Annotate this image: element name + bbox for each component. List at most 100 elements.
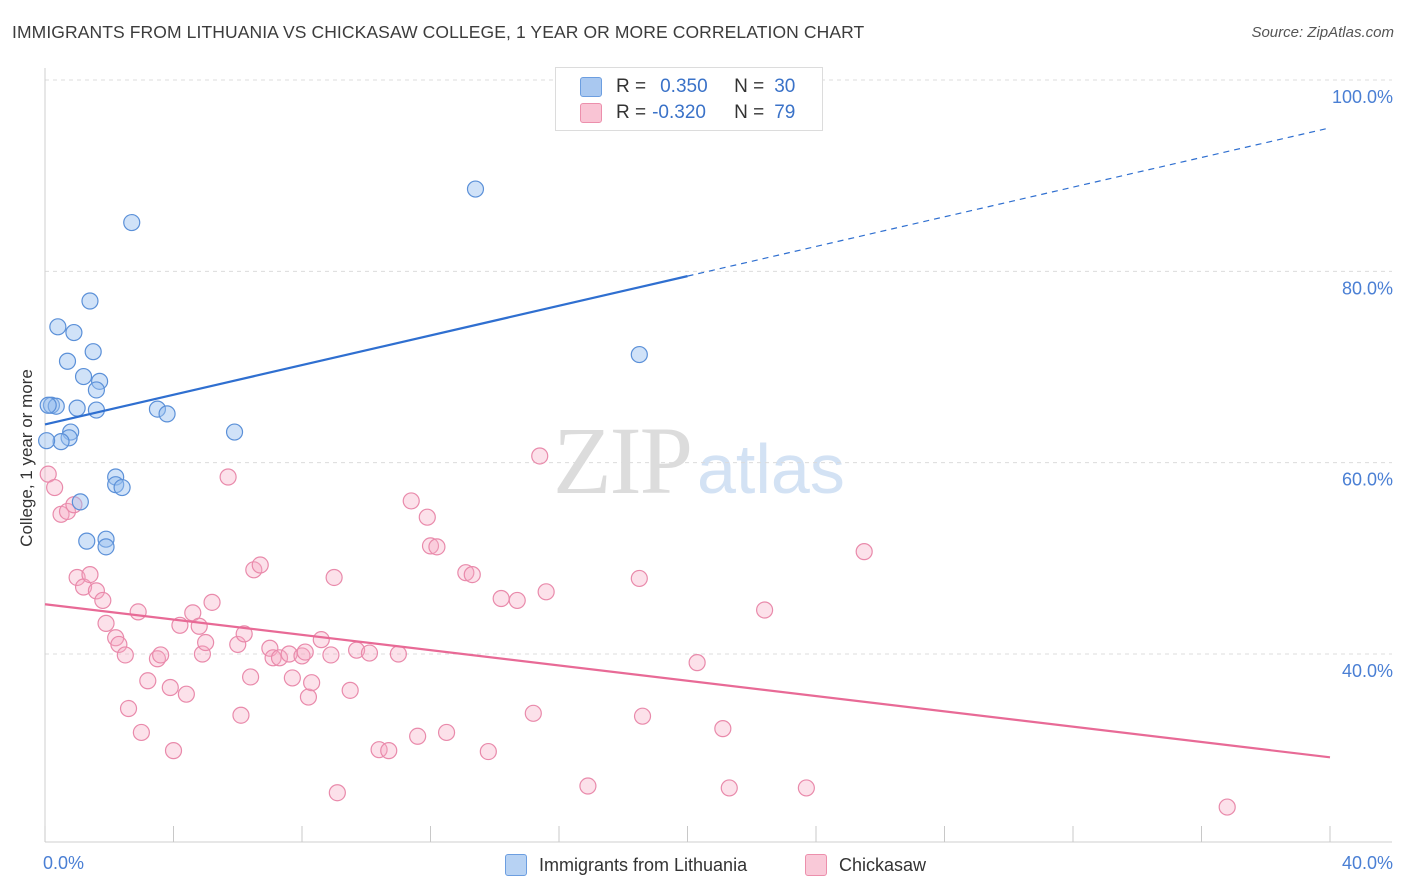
chickasaw-point <box>296 643 314 661</box>
lithuania-point <box>49 318 67 336</box>
chickasaw-point <box>380 742 398 760</box>
chickasaw-point <box>197 633 215 652</box>
chickasaw-point <box>251 556 269 574</box>
chickasaw-point <box>270 649 289 667</box>
chickasaw-point <box>161 678 179 697</box>
legend-row-chickasaw: R = -0.320 N = 79 <box>580 101 795 125</box>
chickasaw-point <box>531 447 549 465</box>
chickasaw-point <box>81 565 99 584</box>
chickasaw-point <box>116 646 134 664</box>
chickasaw-point <box>325 568 343 587</box>
chickasaw-point <box>94 591 112 610</box>
lithuania-point <box>78 532 96 550</box>
lithuania-point <box>630 345 648 364</box>
chickasaw-point <box>68 568 86 587</box>
y-tick-label: 80.0% <box>1342 278 1393 298</box>
legend-r-value: 0.350 <box>660 76 708 97</box>
chickasaw-point <box>720 779 738 797</box>
bottom-legend-label: Chickasaw <box>839 854 927 875</box>
lithuania-point <box>52 433 70 451</box>
x-tick-label: 40.0% <box>1342 853 1393 873</box>
y-tick-label: 60.0% <box>1342 470 1393 490</box>
chickasaw-point <box>177 685 195 703</box>
chickasaw-point <box>428 538 446 556</box>
chickasaw-point <box>714 720 732 738</box>
chickasaw-point <box>87 582 106 600</box>
legend-r-label: R = <box>616 76 647 97</box>
chickasaw-point <box>479 742 497 761</box>
chickasaw-point <box>389 645 407 663</box>
tick-label-layer: 40.0% 60.0% 80.0% 100.0% 0.0% 40.0% <box>43 87 1393 873</box>
chickasaw-point <box>688 654 706 672</box>
chickasaw-trend-line <box>44 603 1331 759</box>
legend-n-label: N = <box>734 76 765 97</box>
chickasaw-point <box>579 777 597 795</box>
chickasaw-point <box>299 688 318 706</box>
lithuania-point <box>58 352 77 370</box>
chickasaw-point <box>229 635 247 654</box>
legend-r-label: R = <box>616 102 647 123</box>
lithuania-point <box>38 432 56 450</box>
bottom-legend-chickasaw: Chickasaw <box>805 852 926 878</box>
chickasaw-point <box>219 468 237 486</box>
lithuania-point <box>39 396 57 414</box>
chickasaw-point <box>129 603 147 621</box>
chickasaw-point <box>139 672 157 690</box>
chickasaw-point <box>132 723 150 742</box>
chickasaw-point <box>418 508 436 526</box>
chickasaw-point <box>437 723 456 742</box>
legend-swatch-pink <box>580 103 602 123</box>
chickasaw-point <box>164 742 183 760</box>
lithuania-point <box>123 213 141 232</box>
chickasaw-point <box>322 646 340 664</box>
chickasaw-point <box>119 699 138 718</box>
chickasaw-point <box>46 478 64 497</box>
chickasaw-point <box>855 543 873 561</box>
bottom-legend-swatch-pink <box>805 854 827 876</box>
lithuania-point <box>87 381 106 399</box>
chickasaw-point <box>409 727 427 745</box>
trend-line-layer <box>44 127 1331 759</box>
chickasaw-point <box>797 779 815 797</box>
y-tick-label: 100.0% <box>1332 87 1393 107</box>
lithuania-point <box>84 343 102 361</box>
lithuania-trend-line-dashed <box>687 127 1331 277</box>
chickasaw-point <box>755 601 774 619</box>
chickasaw-point <box>242 668 260 686</box>
chickasaw-point <box>360 644 379 662</box>
chickasaw-point <box>633 707 652 725</box>
lithuania-point <box>113 478 131 497</box>
legend-n-value: 30 <box>774 76 796 97</box>
y-tick-label: 40.0% <box>1342 661 1393 681</box>
lithuania-point <box>466 180 485 198</box>
chickasaw-point <box>630 569 648 588</box>
chickasaw-point <box>110 635 128 654</box>
lithuania-point <box>87 401 106 419</box>
lithuania-point <box>74 367 93 386</box>
chickasaw-point <box>283 669 301 687</box>
chickasaw-point <box>264 649 282 667</box>
legend-row-lithuania: R = 0.350 N = 30 <box>580 75 795 99</box>
chickasaw-point <box>341 681 359 699</box>
lithuania-point <box>60 429 78 447</box>
x-tick-label: 0.0% <box>43 853 84 873</box>
point-layer <box>38 180 1236 816</box>
source-label: Source: ZipAtlas.com <box>1251 24 1394 41</box>
legend-n-value: 79 <box>774 102 796 123</box>
chickasaw-point <box>508 591 526 610</box>
chickasaw-point <box>235 625 253 643</box>
chickasaw-point <box>328 784 346 802</box>
lithuania-point <box>97 538 115 556</box>
chart-title: IMMIGRANTS FROM LITHUANIA VS CHICKASAW C… <box>12 22 865 42</box>
lithuania-trend-line <box>44 275 688 426</box>
legend-n-label: N = <box>734 102 765 123</box>
chickasaw-point <box>97 614 115 632</box>
lithuania-point <box>68 399 86 417</box>
chickasaw-point <box>152 646 170 664</box>
chickasaw-point <box>524 704 542 722</box>
chickasaw-point <box>190 617 208 635</box>
chickasaw-point <box>58 502 77 521</box>
chickasaw-point <box>303 674 321 692</box>
lithuania-point <box>148 400 167 418</box>
